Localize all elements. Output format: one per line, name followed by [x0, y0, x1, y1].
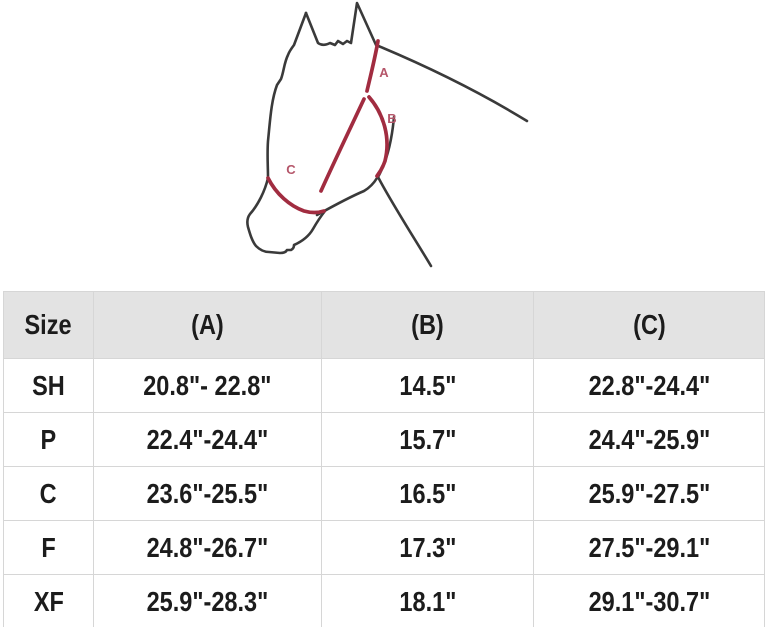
- measurement-a-cell: 23.6"-25.5": [93, 466, 322, 521]
- measurement-b-value: 18.1": [399, 585, 456, 617]
- measurement-label-a: A: [379, 65, 389, 80]
- size-cell: SH: [3, 358, 94, 413]
- measurement-b-value: 17.3": [399, 531, 456, 563]
- measurement-c-value: 27.5"-29.1": [588, 531, 710, 563]
- measurement-c-cell: 25.9"-27.5": [533, 466, 765, 521]
- size-value: C: [39, 477, 57, 509]
- table-row-xf: XF 25.9"-28.3" 18.1" 29.1"-30.7": [3, 574, 765, 627]
- horse-outline-jaw-line: [315, 176, 379, 217]
- measurement-c-cell: 22.8"-24.4": [533, 358, 765, 413]
- horse-halter-diagram: A B C: [0, 0, 767, 291]
- horse-head-svg: A B C: [246, 1, 529, 268]
- measurement-c-value: 24.4"-25.9": [588, 423, 710, 455]
- measurement-b-value: 14.5": [399, 369, 456, 401]
- size-chart-header-row: Size (A) (B) (C): [3, 291, 765, 359]
- size-cell: XF: [3, 574, 94, 627]
- measurement-a-value: 24.8"-26.7": [146, 531, 269, 563]
- measurement-a-cell: 25.9"-28.3": [93, 574, 322, 627]
- size-value: P: [40, 423, 57, 455]
- col-header-size: Size: [3, 291, 94, 359]
- col-header-size-label: Size: [24, 309, 73, 340]
- col-header-c: (C): [533, 291, 765, 359]
- measurement-b-cell: 14.5": [321, 358, 534, 413]
- measurement-c-cell: 27.5"-29.1": [533, 520, 765, 575]
- measurement-a-cell: 22.4"-24.4": [93, 412, 322, 467]
- measurement-b-cell: 18.1": [321, 574, 534, 627]
- measurement-a-value: 20.8"- 22.8": [143, 369, 272, 401]
- measurement-label-c: C: [286, 162, 296, 177]
- measurement-b-cell: 16.5": [321, 466, 534, 521]
- size-cell: P: [3, 412, 94, 467]
- col-header-b-label: (B): [411, 309, 444, 340]
- table-row-p: P 22.4"-24.4" 15.7" 24.4"-25.9": [3, 412, 765, 467]
- size-value: XF: [33, 585, 64, 617]
- measurement-c-value: 25.9"-27.5": [588, 477, 710, 509]
- col-header-b: (B): [321, 291, 534, 359]
- size-cell: C: [3, 466, 94, 521]
- halter-cheek-strap: [319, 97, 366, 193]
- measurement-c-cell: 29.1"-30.7": [533, 574, 765, 627]
- halter-noseband-c: [266, 176, 326, 215]
- horse-outline-ears-neck-top: [304, 1, 529, 123]
- horse-outline-jowl-throat-neck: [376, 115, 433, 268]
- measurement-a-value: 25.9"-28.3": [146, 585, 269, 617]
- measurement-b-value: 16.5": [399, 477, 456, 509]
- measurement-c-value: 22.8"-24.4": [588, 369, 710, 401]
- col-header-a: (A): [93, 291, 322, 359]
- measurement-b-value: 15.7": [399, 423, 456, 455]
- measurement-a-value: 22.4"-24.4": [146, 423, 269, 455]
- measurement-a-cell: 20.8"- 22.8": [93, 358, 322, 413]
- measurement-a-cell: 24.8"-26.7": [93, 520, 322, 575]
- measurement-label-b: B: [387, 111, 396, 126]
- measurement-b-cell: 15.7": [321, 412, 534, 467]
- col-header-a-label: (A): [191, 309, 224, 340]
- halter-crown-strap-a: [365, 39, 380, 93]
- measurement-c-cell: 24.4"-25.9": [533, 412, 765, 467]
- measurement-b-cell: 17.3": [321, 520, 534, 575]
- col-header-c-label: (C): [632, 309, 666, 340]
- halter-throatlatch-b: [367, 95, 389, 178]
- table-row-sh: SH 20.8"- 22.8" 14.5" 22.8"-24.4": [3, 358, 765, 413]
- size-cell: F: [3, 520, 94, 575]
- table-row-c: C 23.6"-25.5" 16.5" 25.9"-27.5": [3, 466, 765, 521]
- measurement-a-value: 23.6"-25.5": [146, 477, 269, 509]
- size-value: SH: [32, 369, 65, 401]
- table-row-f: F 24.8"-26.7" 17.3" 27.5"-29.1": [3, 520, 765, 575]
- measurement-c-value: 29.1"-30.7": [588, 585, 710, 617]
- size-chart-table: Size (A) (B) (C) SH 20.8"- 22.8" 14.5" 2…: [3, 291, 765, 627]
- size-value: F: [41, 531, 56, 563]
- horse-outline-face-muzzle: [246, 11, 327, 255]
